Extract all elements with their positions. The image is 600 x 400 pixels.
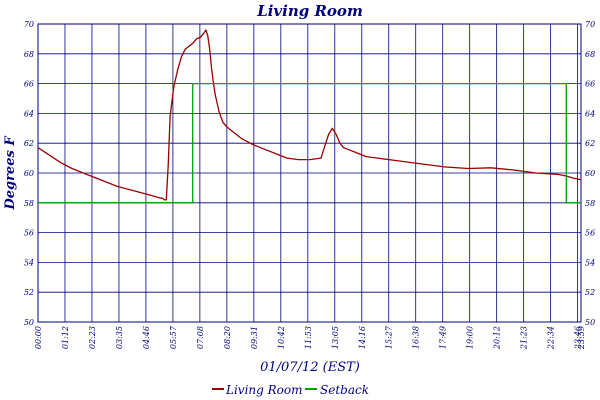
grid-layer — [37, 23, 582, 323]
y-axis-label: Degrees F — [3, 136, 18, 211]
x-axis-label: 01/07/12 (EST) — [260, 360, 360, 375]
x-tick-label: 23:46 — [574, 326, 583, 350]
legend-label-living-room: Living Room — [225, 383, 303, 397]
y-tick-label-left: 64 — [24, 109, 34, 118]
legend: Living Room Setback — [212, 383, 369, 397]
y-tick-label-right: 58 — [585, 199, 595, 208]
x-tick-label: 04:46 — [142, 326, 151, 349]
y-tick-label-right: 50 — [585, 318, 595, 327]
x-tick-label: 20:12 — [493, 326, 502, 350]
y-tick-label-right: 52 — [585, 288, 595, 297]
legend-label-setback: Setback — [320, 383, 369, 397]
x-tick-label: 01:12 — [61, 326, 70, 349]
series-line-living-room — [37, 29, 582, 201]
x-tick-label: 08:20 — [223, 326, 232, 349]
x-tick-label: 05:57 — [169, 325, 178, 349]
y-tick-label-left: 58 — [24, 199, 34, 208]
x-tick-label: 13:05 — [331, 326, 340, 349]
chart-title: Living Room — [256, 2, 363, 20]
x-tick-label: 23:59 — [577, 326, 586, 350]
x-tick-label: 14:16 — [358, 326, 367, 349]
y-tick-label-left: 62 — [24, 139, 34, 148]
x-tick-label: 09:31 — [250, 326, 259, 349]
x-tick-label: 03:35 — [115, 326, 124, 349]
y-tick-label-left: 70 — [24, 20, 34, 29]
y-tick-label-right: 56 — [585, 229, 595, 238]
y-tick-label-right: 64 — [585, 109, 595, 118]
y-tick-label-right: 54 — [585, 258, 595, 267]
x-tick-label: 00:00 — [34, 326, 43, 349]
x-tick-label: 10:42 — [277, 326, 286, 349]
y-tick-label-right: 68 — [585, 50, 595, 59]
tick-layer: 50 50 52 52 54 54 56 56 58 58 60 60 62 62 64 64 66 66 68 68… — [24, 20, 595, 350]
y-tick-label-left: 56 — [24, 229, 34, 238]
series-line-setback — [38, 82, 581, 204]
y-tick-label-right: 70 — [585, 20, 595, 29]
y-tick-label-right: 66 — [585, 80, 595, 89]
x-tick-label: 17:49 — [439, 326, 448, 349]
y-tick-label-left: 52 — [24, 288, 34, 297]
y-tick-label-left: 68 — [24, 50, 34, 59]
series-layer — [37, 29, 582, 204]
x-tick-label: 02:23 — [88, 326, 97, 349]
y-tick-label-left: 66 — [24, 80, 34, 89]
y-tick-label-left: 54 — [24, 258, 34, 267]
x-tick-label: 19:00 — [466, 326, 475, 349]
x-tick-label: 15:27 — [385, 325, 394, 349]
x-tick-label: 22:34 — [547, 326, 556, 350]
x-tick-label: 07:08 — [196, 326, 205, 349]
x-tick-label: 11:53 — [304, 326, 313, 349]
y-tick-label-right: 60 — [585, 169, 595, 178]
x-tick-label: 21:23 — [520, 326, 529, 350]
y-tick-label-left: 50 — [24, 318, 34, 327]
y-tick-label-left: 60 — [24, 169, 34, 178]
y-tick-label-right: 62 — [585, 139, 595, 148]
x-tick-label: 16:38 — [412, 326, 421, 349]
